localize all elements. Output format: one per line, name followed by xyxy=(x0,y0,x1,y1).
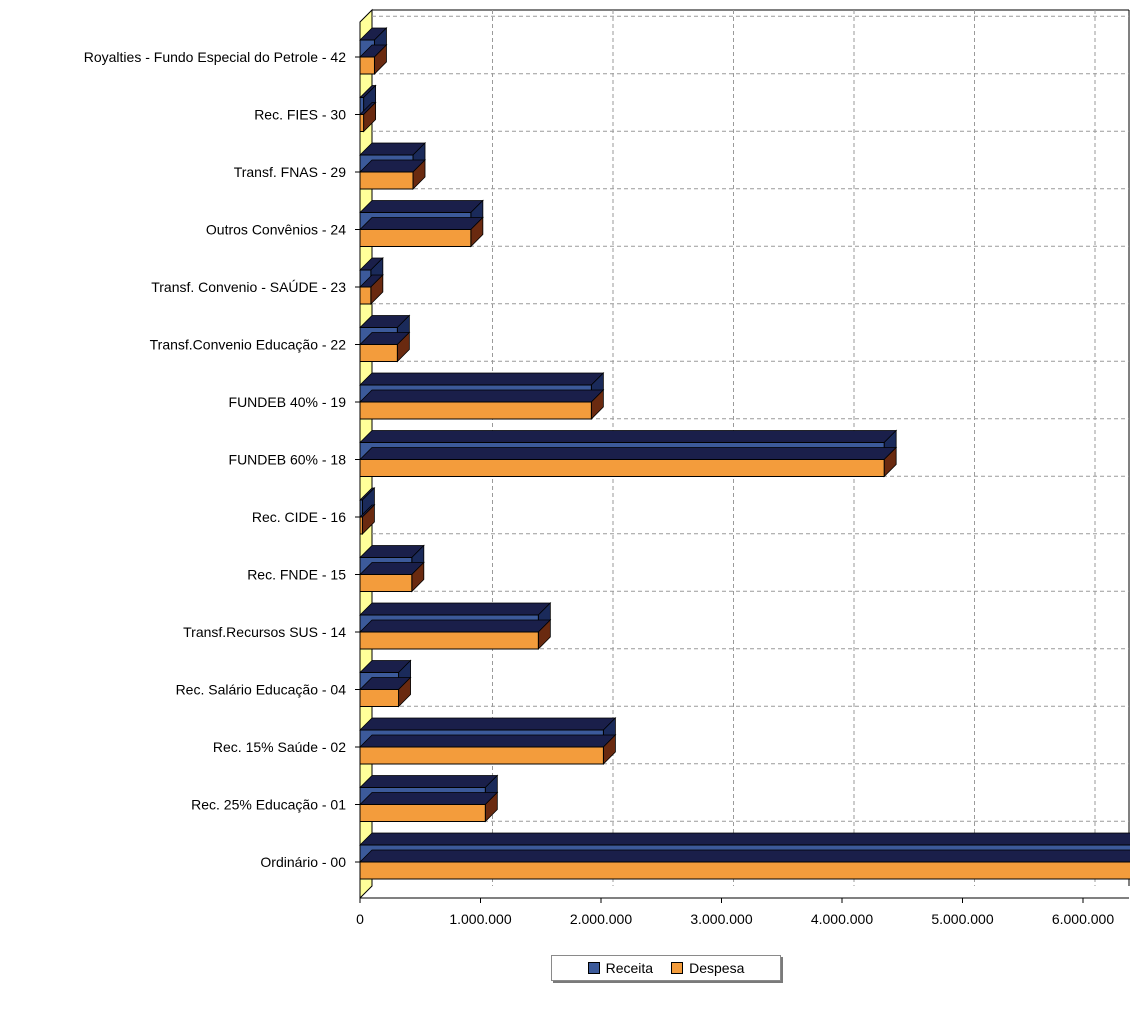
x-tick-label: 0 xyxy=(356,911,364,927)
bar-despesa xyxy=(359,804,486,822)
bar-top-despesa xyxy=(359,849,1130,863)
legend-item-despesa: Despesa xyxy=(671,960,744,976)
bar-despesa xyxy=(359,746,604,765)
bar-despesa xyxy=(359,689,400,707)
y-tick-label: FUNDEB 40% - 19 xyxy=(229,394,347,410)
bar-despesa xyxy=(359,459,885,477)
legend-label-despesa: Despesa xyxy=(689,960,745,976)
bar-despesa xyxy=(359,114,365,132)
bar-chart-svg: 0 1.000.000 2.000.000 3.000.000 4.000.000 5.0… xyxy=(84,8,1130,927)
x-tick-label: 2.000.000 xyxy=(570,911,632,927)
bar-top-despesa xyxy=(359,619,552,633)
bar-top-receita xyxy=(359,832,1130,846)
bar-top-receita xyxy=(359,602,552,616)
bar-despesa xyxy=(359,631,539,650)
bar-top-despesa xyxy=(359,734,617,748)
y-tick-label: Rec. CIDE - 16 xyxy=(252,509,346,525)
x-tick-label: 4.000.000 xyxy=(811,911,873,927)
x-tick-label: 6.000.000 xyxy=(1052,911,1114,927)
legend-item-receita: Receita xyxy=(587,960,654,976)
y-tick-label: Rec. Salário Educação - 04 xyxy=(176,682,347,698)
bar-top-receita xyxy=(359,717,617,731)
bar-top-despesa xyxy=(359,217,484,230)
bar-despesa xyxy=(359,401,592,420)
bar-despesa xyxy=(359,171,414,190)
y-tick-label: Rec. FIES - 30 xyxy=(254,107,346,123)
bar-top-receita xyxy=(359,200,484,213)
bar-despesa xyxy=(359,56,375,75)
y-tick-label: Transf.Convenio Educação - 22 xyxy=(150,337,347,353)
bar-despesa xyxy=(359,229,472,247)
bar-top-receita xyxy=(359,372,605,386)
y-tick-label: FUNDEB 60% - 18 xyxy=(229,452,347,468)
y-tick-label: Ordinário - 00 xyxy=(260,854,346,870)
bar-despesa xyxy=(359,516,363,535)
legend-swatch-despesa xyxy=(671,962,684,974)
bar-top-despesa xyxy=(359,389,605,403)
bar-top-receita xyxy=(359,775,499,788)
bar-despesa xyxy=(359,574,413,592)
y-tick-label: Transf. Convenio - SAÚDE - 23 xyxy=(151,279,346,295)
legend-swatch-receita xyxy=(587,962,600,974)
legend-label-receita: Receita xyxy=(605,960,654,976)
legend: Receita Despesa xyxy=(551,955,781,981)
y-tick-label: Transf.Recursos SUS - 14 xyxy=(183,624,346,640)
x-tick-label: 1.000.000 xyxy=(449,911,511,927)
bar-top-receita xyxy=(359,430,898,443)
bar-despesa xyxy=(359,286,372,305)
bar-despesa xyxy=(359,861,1130,880)
x-tick-label: 5.000.000 xyxy=(931,911,993,927)
y-tick-label: Transf. FNAS - 29 xyxy=(234,164,347,180)
y-tick-label: Rec. 15% Saúde - 02 xyxy=(213,739,346,755)
y-tick-label: Outros Convênios - 24 xyxy=(206,222,346,238)
x-tick-label: 3.000.000 xyxy=(690,911,752,927)
y-tick-label: Rec. FNDE - 15 xyxy=(247,567,346,583)
y-tick-label: Rec. 25% Educação - 01 xyxy=(191,797,346,813)
bar-despesa xyxy=(359,344,398,362)
bar-top-despesa xyxy=(359,447,898,460)
bar-top-despesa xyxy=(359,792,499,805)
y-tick-label: Royalties - Fundo Especial do Petrole - … xyxy=(84,49,346,65)
